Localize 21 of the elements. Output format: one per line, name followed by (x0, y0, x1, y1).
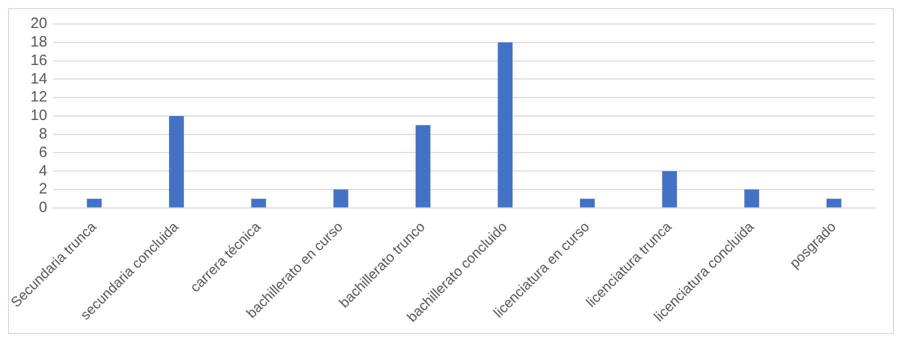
bar (86, 198, 102, 208)
bar (333, 190, 348, 208)
y-tick-label: 6 (38, 144, 48, 161)
bar (169, 116, 184, 208)
bar (416, 125, 430, 208)
bar (498, 42, 513, 208)
y-tick-label: 16 (30, 52, 48, 69)
y-tick-label: 18 (30, 34, 48, 51)
bar (580, 198, 595, 208)
y-tick-label: 8 (38, 125, 48, 142)
y-tick-label: 2 (38, 180, 48, 198)
y-tick-label: 10 (30, 107, 48, 124)
y-tick-label: 4 (38, 162, 48, 180)
bar (662, 171, 677, 208)
y-tick-label: 0 (38, 199, 48, 216)
bar (744, 190, 760, 208)
bar (251, 198, 266, 208)
y-tick-label: 14 (30, 70, 48, 88)
y-tick-label: 12 (30, 88, 48, 106)
y-tick-label: 20 (30, 15, 48, 32)
bar (826, 198, 842, 208)
